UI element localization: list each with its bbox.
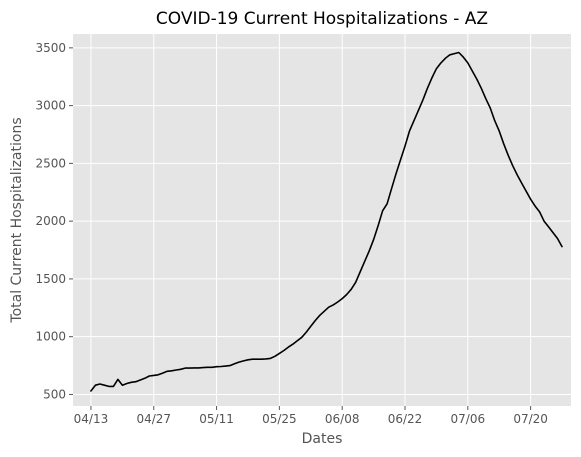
- x-axis-label: Dates: [302, 431, 343, 447]
- axes: 500 1000 1500 2000 2500 3000 3500 04/13 04/27 05/…: [35, 41, 547, 426]
- y-tick-label: 1000: [35, 330, 66, 344]
- y-tick-label: 500: [43, 387, 66, 401]
- x-tick-label: 04/13: [74, 412, 109, 426]
- plot-background: [73, 34, 571, 406]
- x-tick-label: 06/22: [388, 412, 423, 426]
- x-tick-label: 04/27: [136, 412, 171, 426]
- y-tick-label: 2500: [35, 156, 66, 170]
- x-tick-label: 07/20: [513, 412, 548, 426]
- series-layer: [90, 51, 563, 392]
- series-line: [90, 51, 563, 392]
- x-tick-label: 06/08: [325, 412, 360, 426]
- x-tick-label: 05/11: [199, 412, 234, 426]
- y-axis-label: Total Current Hospitalizations: [9, 117, 25, 323]
- x-tick-label: 05/25: [262, 412, 297, 426]
- chart-title: COVID-19 Current Hospitalizations - AZ: [156, 9, 488, 29]
- x-tick-label: 07/06: [451, 412, 486, 426]
- y-tick-label: 3500: [35, 41, 66, 55]
- grid-lines: [73, 34, 571, 406]
- y-tick-label: 1500: [35, 272, 66, 286]
- y-tick-label: 3000: [35, 99, 66, 113]
- y-tick-label: 2000: [35, 214, 66, 228]
